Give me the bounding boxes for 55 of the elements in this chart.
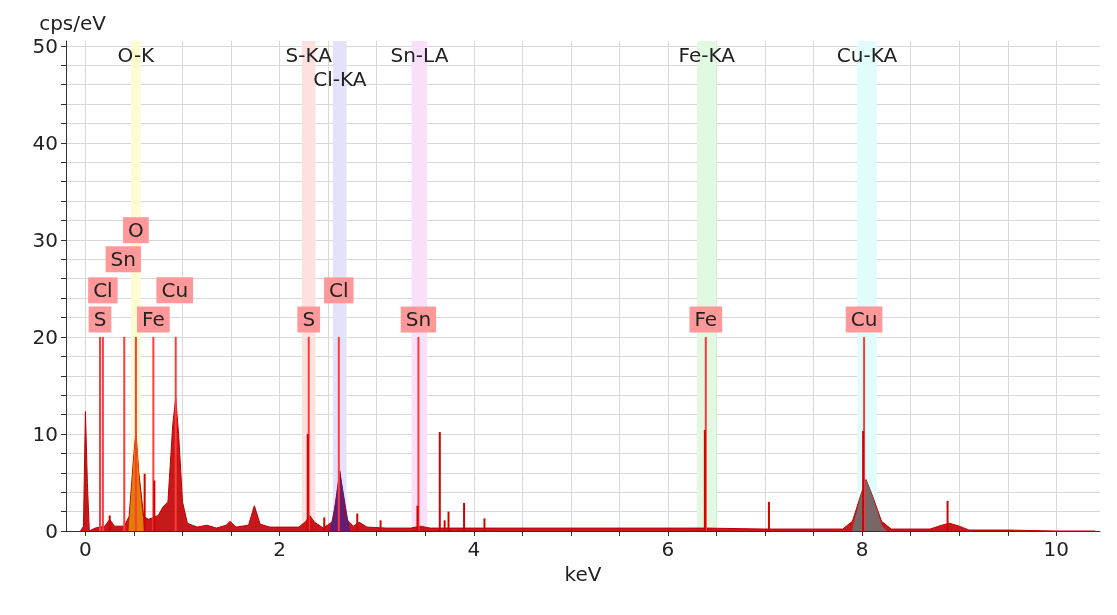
annotation: O <box>128 218 144 243</box>
x-tick-label: 8 <box>855 537 869 561</box>
annotation: Fe <box>142 307 165 332</box>
bar <box>123 336 126 531</box>
bar <box>443 520 446 531</box>
bar <box>356 513 359 531</box>
band-label: Cu-KA <box>836 43 898 67</box>
annotation: Cl <box>329 278 349 303</box>
bar <box>447 511 450 531</box>
bar <box>323 517 326 531</box>
y-axis-title: cps/eV <box>39 11 107 35</box>
bar <box>416 505 419 531</box>
bar <box>174 336 177 531</box>
bar <box>463 502 466 531</box>
y-tick-label: 20 <box>32 324 58 349</box>
band-label: Sn-LA <box>390 43 449 67</box>
band-label: S-KA <box>285 43 333 67</box>
x-tick-label: 0 <box>79 537 92 561</box>
bar <box>153 480 156 531</box>
band-label: O-K <box>117 43 156 67</box>
x-axis-title: keV <box>564 561 602 586</box>
annotation: Cu <box>161 278 189 303</box>
bar <box>98 336 101 531</box>
bar <box>703 430 706 531</box>
bar <box>483 518 486 531</box>
x-tick-label: 6 <box>661 537 675 561</box>
bar <box>417 336 420 531</box>
bar <box>946 500 949 531</box>
bar <box>306 433 309 531</box>
y-tick-label: 50 <box>32 33 58 58</box>
x-tick-label: 10 <box>1043 537 1070 561</box>
annotation: Sn <box>405 307 432 332</box>
bar <box>862 431 865 531</box>
annotation: Cu <box>850 307 878 332</box>
band-label: Fe-KA <box>678 43 736 67</box>
bar <box>767 501 770 531</box>
band-label: Cl-KA <box>313 67 367 91</box>
bar <box>108 515 111 531</box>
x-tick-label: 2 <box>273 537 286 561</box>
y-tick-label: 30 <box>32 227 58 252</box>
y-tick-label: 0 <box>45 519 58 543</box>
bar <box>143 473 146 531</box>
bar <box>438 432 441 531</box>
y-tick-label: 10 <box>32 421 58 446</box>
bar <box>379 520 382 531</box>
annotation: Fe <box>694 307 718 332</box>
annotation: S <box>93 307 107 332</box>
x-tick-label: 4 <box>467 537 481 561</box>
y-tick-label: 40 <box>32 130 58 155</box>
bar <box>134 336 137 531</box>
bar <box>337 336 340 531</box>
annotation: Sn <box>110 247 136 272</box>
annotation: S <box>302 307 316 332</box>
annotation: Cl <box>93 278 113 303</box>
bar <box>101 336 104 531</box>
